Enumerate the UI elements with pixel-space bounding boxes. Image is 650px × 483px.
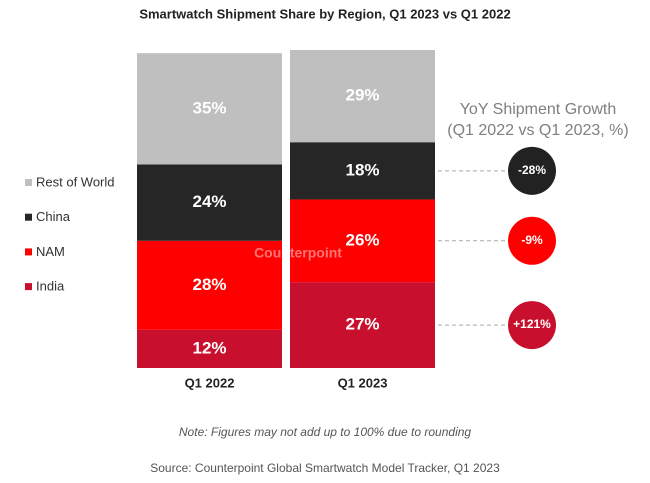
legend-label: India [36,279,65,294]
growth-title: YoY Shipment Growth [460,101,617,118]
note: Note: Figures may not add up to 100% due… [179,425,472,439]
growth-circle [508,216,556,265]
x-tick-label: Q1 2022 [185,375,235,390]
value-label: 24% [192,192,226,211]
legend-swatch [25,283,32,291]
bar-segment [290,282,435,368]
growth-label: -28% [518,163,546,177]
growth-subtitle: (Q1 2022 vs Q1 2023, %) [447,122,628,139]
legend-label: China [36,209,71,224]
x-tick-label: Q1 2023 [338,375,388,390]
bar-segment [290,50,435,143]
legend-swatch [25,179,32,186]
value-label: 35% [192,98,226,117]
value-label: 29% [345,86,379,105]
legend-swatch [25,213,32,221]
growth-label: -9% [521,233,543,247]
chart-title: Smartwatch Shipment Share by Region, Q1 … [139,6,510,21]
value-label: 27% [345,315,379,334]
value-label: 26% [345,230,379,249]
value-label: 12% [192,338,226,357]
growth-circle [508,146,556,195]
bar-segment [290,199,435,283]
watermark: Counterpoint [254,245,342,261]
source: Source: Counterpoint Global Smartwatch M… [150,461,500,475]
bar-segment [137,329,282,368]
bar-segment [137,164,282,241]
value-label: 18% [345,160,379,179]
legend-label: NAM [36,244,65,259]
value-label: 28% [192,275,226,294]
bar-segment [137,53,282,165]
legend-swatch [25,248,32,256]
bar-segment [290,142,435,200]
growth-circle [508,301,556,350]
growth-label: +121% [513,317,551,331]
bar-segment [137,240,282,330]
legend-label: Rest of World [36,174,115,189]
